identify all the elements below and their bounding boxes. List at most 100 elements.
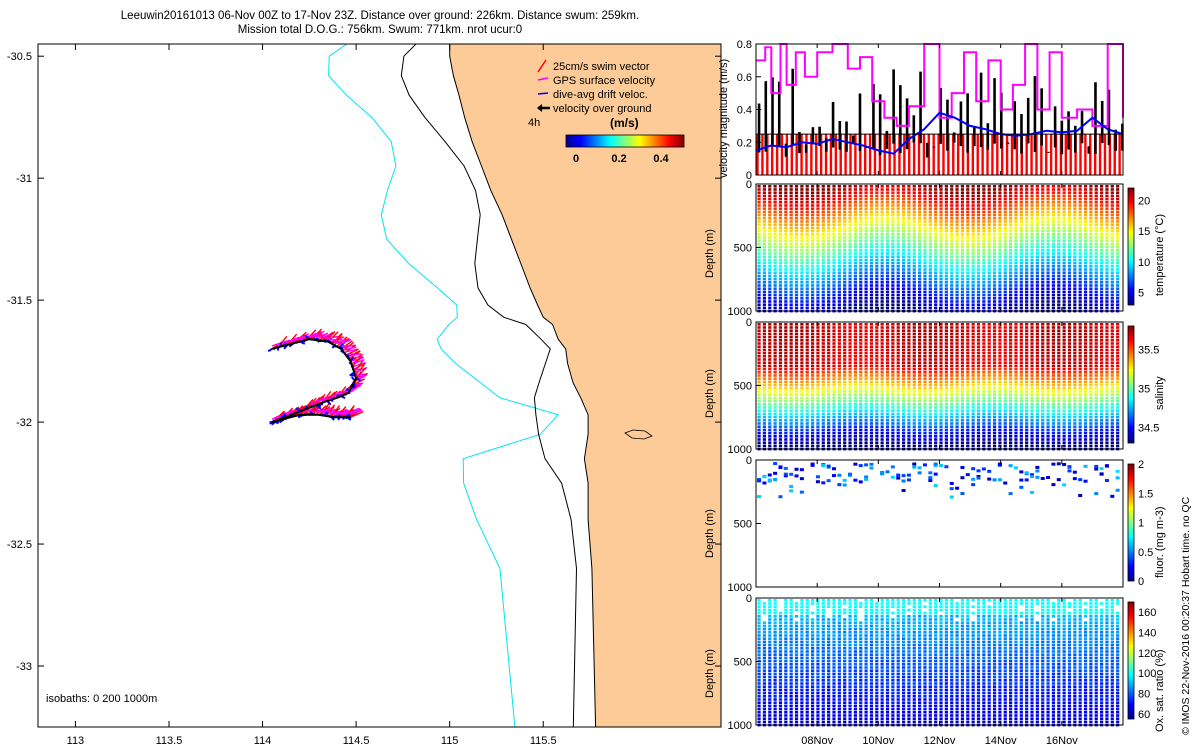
data-cell [1089, 194, 1093, 198]
data-cell [939, 364, 943, 368]
data-cell [1014, 300, 1018, 303]
data-cell [885, 377, 890, 380]
data-cell [762, 406, 767, 409]
data-cell [1041, 188, 1045, 191]
data-cell [918, 374, 922, 377]
data-cell [1116, 268, 1120, 271]
data-cell [789, 188, 793, 191]
data-cell [784, 245, 788, 249]
data-cell [805, 348, 809, 352]
data-cell [1041, 245, 1045, 249]
data-cell [853, 323, 857, 326]
data-cell [918, 425, 922, 428]
data-cell [875, 210, 879, 214]
data-cell [885, 342, 890, 345]
data-cell [1009, 287, 1013, 290]
data-cell [1025, 210, 1029, 214]
data-cell [960, 277, 965, 281]
data-cell [971, 374, 975, 377]
data-cell [912, 367, 916, 371]
data-cell [773, 329, 777, 332]
data-cell [773, 335, 777, 339]
data-cell [987, 306, 991, 310]
data-cell [843, 265, 847, 268]
data-cell [934, 415, 938, 419]
data-cell [928, 355, 932, 358]
data-cell [1073, 303, 1077, 306]
data-cell [875, 323, 879, 326]
data-cell [923, 229, 927, 233]
data-cell [794, 223, 799, 226]
data-cell [816, 293, 820, 297]
data-cell [880, 287, 884, 290]
data-cell [971, 261, 975, 265]
data-cell [907, 367, 911, 371]
data-cell [810, 268, 815, 271]
data-cell [1110, 226, 1114, 230]
data-cell [768, 265, 772, 268]
data-cell [918, 351, 922, 355]
data-cell [837, 287, 841, 290]
data-cell [944, 281, 948, 284]
data-cell [923, 300, 927, 303]
data-cell [934, 226, 938, 230]
data-cell [794, 428, 799, 432]
data-cell [939, 399, 943, 403]
data-cell [837, 268, 841, 271]
data-cell [848, 374, 852, 377]
data-cell [800, 277, 804, 281]
data-cell [918, 201, 922, 204]
data-cell [762, 249, 767, 252]
data-cell [976, 197, 981, 201]
data-cell [934, 393, 938, 396]
data-cell [901, 329, 906, 332]
data-cell [987, 261, 991, 265]
data-cell [1078, 274, 1082, 278]
data-cell [928, 444, 932, 448]
data-cell [848, 245, 852, 249]
data-cell [982, 297, 986, 300]
data-cell [859, 364, 863, 368]
data-cell [773, 233, 777, 236]
data-cell [912, 374, 916, 377]
data-cell [768, 396, 772, 400]
data-cell [907, 419, 911, 422]
data-cell [923, 249, 927, 252]
data-cell [789, 419, 793, 422]
data-cell [950, 290, 954, 294]
data-cell [816, 300, 820, 303]
data-cell [848, 339, 852, 342]
data-cell [794, 306, 799, 310]
data-cell [869, 194, 874, 198]
data-cell [778, 425, 783, 428]
data-cell [853, 380, 857, 384]
swim-vector [351, 355, 362, 368]
data-cell [1046, 245, 1050, 249]
data-cell [864, 323, 868, 326]
data-cell [837, 383, 841, 387]
data-cell [971, 287, 975, 290]
data-cell [859, 188, 863, 191]
data-cell [1105, 268, 1109, 271]
data-cell [901, 191, 906, 194]
data-cell [918, 281, 922, 284]
data-cell [998, 229, 1002, 233]
data-cell [773, 332, 777, 336]
data-cell [821, 399, 825, 403]
data-cell [966, 274, 970, 278]
data-cell [843, 329, 847, 332]
data-cell [966, 220, 970, 223]
data-cell [955, 223, 959, 226]
data-cell [800, 229, 804, 233]
data-cell [1030, 223, 1034, 226]
data-cell [1025, 261, 1029, 265]
data-cell [778, 390, 783, 393]
data-cell [875, 348, 879, 352]
data-cell [875, 213, 879, 217]
data-cell [1094, 239, 1098, 242]
data-cell [960, 367, 965, 371]
data-cell [768, 236, 772, 239]
data-cell [1067, 303, 1072, 306]
data-cell [757, 358, 761, 361]
data-cell [832, 268, 836, 271]
